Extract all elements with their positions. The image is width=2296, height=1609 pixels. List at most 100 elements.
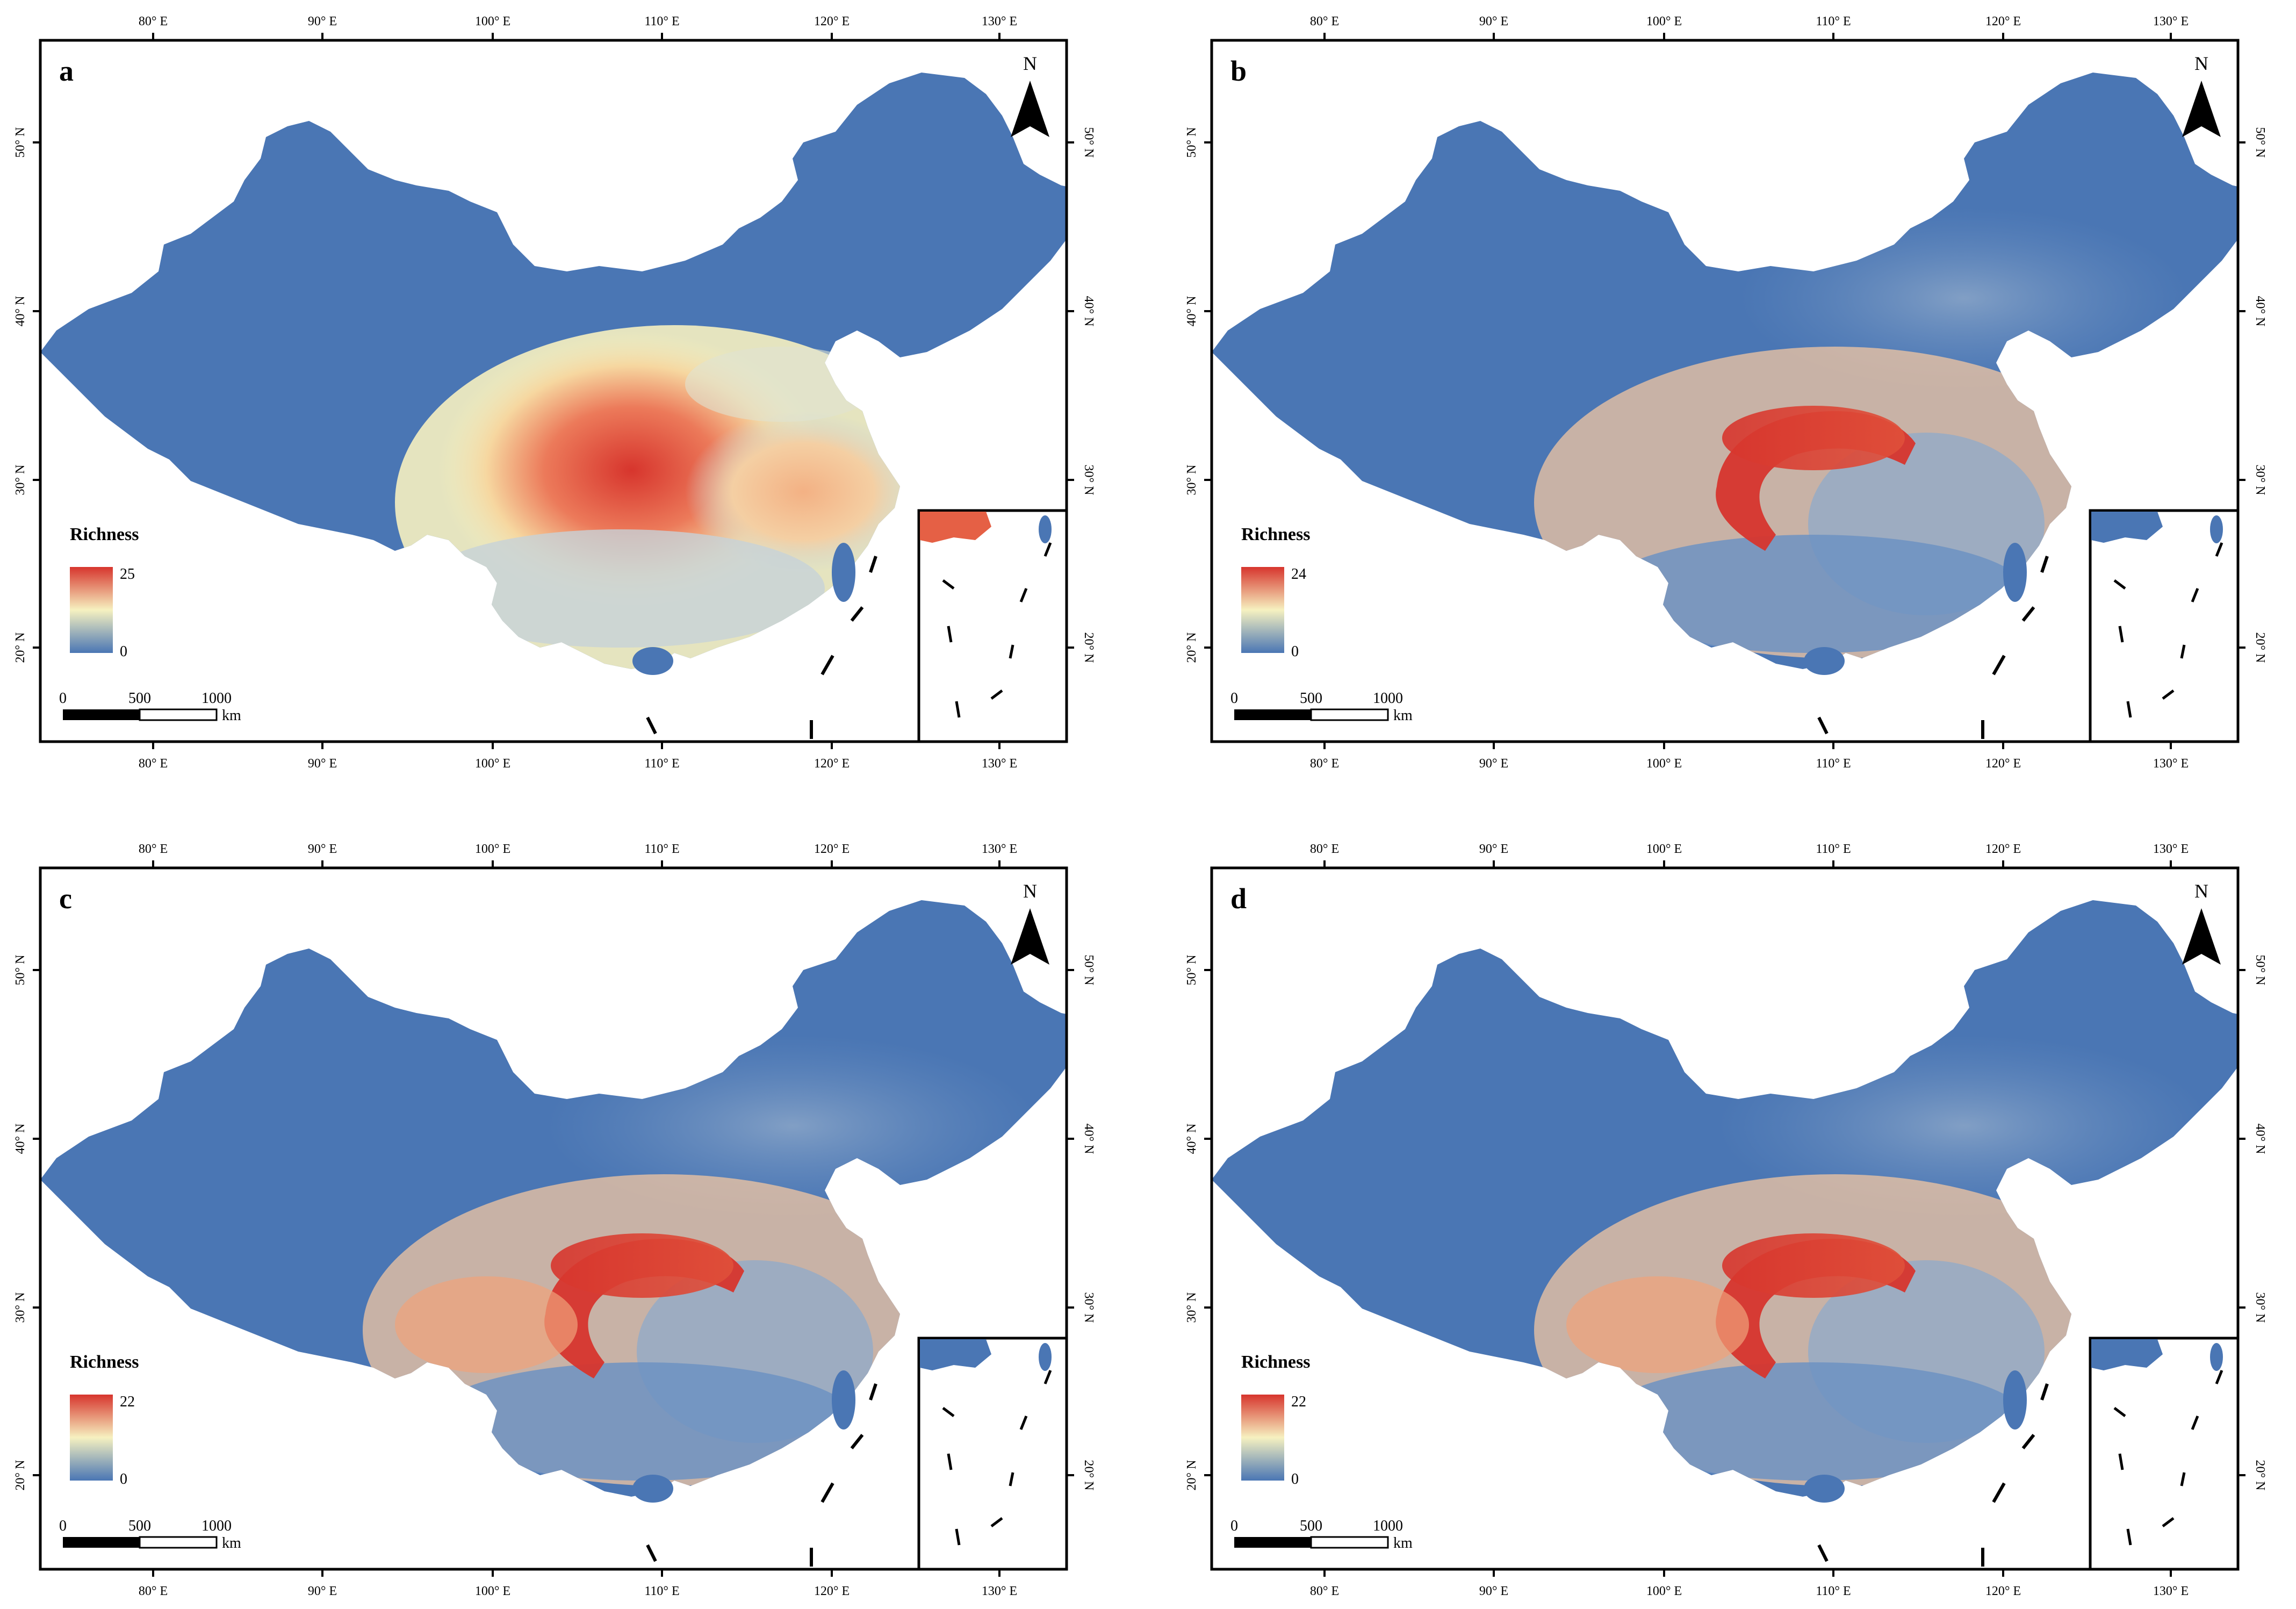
lon-tick-label-top: 100° E [1646, 842, 1682, 856]
lon-tick-label-top: 90° E [1479, 15, 1508, 28]
lon-tick-label-top: 80° E [139, 842, 168, 856]
lat-tick-label-left: 50° N [13, 127, 27, 158]
lat-tick-label-right: 50° N [1082, 955, 1096, 986]
lon-tick-label-bottom: 100° E [1646, 757, 1682, 771]
svg-text:N: N [1023, 880, 1037, 902]
richness-legend: Richness 24 0 [1241, 525, 1310, 660]
boundary-dash [2021, 1434, 2035, 1449]
legend-title: Richness [1241, 525, 1310, 544]
legend-max: 22 [120, 1393, 135, 1410]
lon-tick-label-top: 130° E [2153, 842, 2189, 856]
lon-tick-label-top: 110° E [644, 15, 679, 28]
svg-text:1000: 1000 [201, 690, 232, 707]
lon-tick-label-bottom: 90° E [1479, 757, 1508, 771]
lat-tick-label-left: 40° N [1185, 1124, 1199, 1154]
svg-text:0: 0 [59, 690, 67, 707]
svg-text:N: N [1023, 53, 1037, 74]
lon-tick-label-bottom: 130° E [2153, 757, 2189, 771]
boundary-dash [869, 1383, 877, 1400]
panel-label: a [59, 55, 74, 87]
lon-tick-label-bottom: 110° E [644, 757, 679, 771]
lon-tick-label-top: 110° E [644, 842, 679, 856]
lon-tick-label-bottom: 120° E [1985, 757, 2021, 771]
legend-min: 0 [120, 643, 127, 660]
hainan-island [1804, 1475, 1845, 1503]
panel-label: b [1230, 55, 1247, 87]
lon-tick-label-top: 110° E [1816, 15, 1851, 28]
lat-tick-label-left: 40° N [13, 1124, 27, 1154]
legend-title: Richness [1241, 1352, 1310, 1372]
lon-tick-label-top: 100° E [475, 842, 510, 856]
lat-tick-label-left: 30° N [1185, 465, 1199, 495]
lon-tick-label-bottom: 80° E [139, 1584, 168, 1598]
panel-frame [1210, 866, 2240, 1571]
svg-text:1000: 1000 [201, 1518, 232, 1534]
lon-tick-label-bottom: 110° E [644, 1584, 679, 1598]
lon-tick-label-top: 90° E [1479, 842, 1508, 856]
lon-tick-label-bottom: 130° E [982, 757, 1017, 771]
lon-tick-label-bottom: 90° E [1479, 1584, 1508, 1598]
taiwan-island [2003, 543, 2027, 602]
svg-text:km: km [1393, 707, 1413, 724]
svg-text:N: N [2194, 53, 2208, 74]
lon-tick-label-bottom: 120° E [814, 1584, 850, 1598]
boundary-dash [1817, 716, 1829, 735]
boundary-dash [1992, 655, 2006, 676]
lon-tick-label-bottom: 80° E [1310, 757, 1339, 771]
lon-tick-label-top: 120° E [814, 842, 850, 856]
lon-tick-label-bottom: 120° E [1985, 1584, 2021, 1598]
lat-tick-label-right: 40° N [1082, 296, 1096, 327]
lat-tick-label-right: 50° N [1082, 127, 1096, 158]
north-arrow-icon: N [2182, 880, 2221, 965]
lat-tick-label-right: 20° N [2253, 1460, 2267, 1491]
boundary-dash [1817, 1544, 1829, 1562]
svg-text:500: 500 [1300, 690, 1322, 707]
boundary-dash [2021, 606, 2035, 622]
svg-text:km: km [222, 707, 241, 724]
lon-tick-label-bottom: 110° E [1816, 1584, 1851, 1598]
svg-text:1000: 1000 [1373, 690, 1403, 707]
legend-max: 22 [1291, 1393, 1306, 1410]
svg-text:0: 0 [59, 1518, 67, 1534]
richness-legend: Richness 25 0 [70, 525, 139, 660]
lon-tick-label-bottom: 80° E [139, 757, 168, 771]
map-panel-d: 80° E 80° E 90° E 90° E 100° E 100° E 110° E 11… [1185, 842, 2267, 1598]
north-arrow-icon: N [1011, 880, 1049, 965]
lon-tick-label-bottom: 90° E [308, 1584, 337, 1598]
legend-max: 25 [120, 566, 135, 583]
svg-text:0: 0 [1230, 690, 1238, 707]
lon-tick-label-bottom: 100° E [475, 1584, 510, 1598]
legend-title: Richness [70, 1352, 139, 1372]
north-arrow-icon: N [2182, 53, 2221, 137]
lat-tick-label-left: 20° N [1185, 633, 1199, 663]
boundary-dash [850, 606, 864, 622]
south-china-sea-inset [2089, 509, 2240, 743]
boundary-dash [1992, 1482, 2006, 1503]
panel-frame [39, 39, 1068, 743]
boundary-dash [646, 1544, 657, 1562]
lat-tick-label-left: 30° N [13, 1292, 27, 1323]
map-panel-b: 80° E 80° E 90° E 90° E 100° E 100° E 110° E 11… [1185, 15, 2267, 771]
boundary-dash [820, 655, 834, 676]
lat-tick-label-left: 30° N [13, 465, 27, 495]
boundary-dash [646, 716, 657, 735]
lat-tick-label-right: 30° N [1082, 1292, 1096, 1323]
north-arrow-icon: N [1011, 53, 1049, 137]
richness-legend: Richness 22 0 [1241, 1352, 1310, 1488]
lat-tick-label-left: 20° N [13, 1460, 27, 1491]
lat-tick-label-right: 40° N [2253, 296, 2267, 327]
south-china-sea-inset [917, 509, 1068, 743]
lat-tick-label-right: 20° N [1082, 1460, 1096, 1491]
lat-tick-label-right: 40° N [2253, 1124, 2267, 1154]
legend-colorbar [1241, 567, 1284, 653]
lat-tick-label-right: 40° N [1082, 1124, 1096, 1154]
lon-tick-label-bottom: 110° E [1816, 757, 1851, 771]
lon-tick-label-bottom: 80° E [1310, 1584, 1339, 1598]
lat-tick-label-right: 20° N [2253, 633, 2267, 663]
svg-text:N: N [2194, 880, 2208, 902]
richness-surface [395, 325, 954, 669]
south-china-sea-inset [2089, 1337, 2240, 1571]
